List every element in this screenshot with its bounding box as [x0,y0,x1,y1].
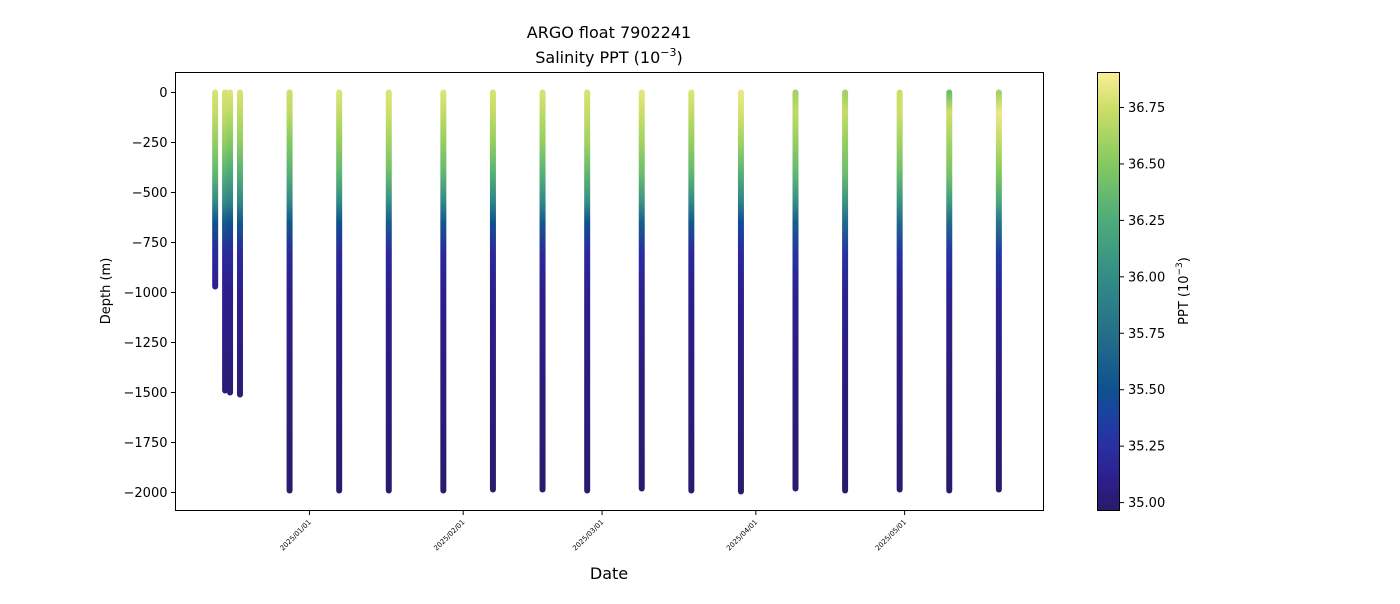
y-tick-label: −1500 [124,386,168,401]
colorbar-label: PPT (10−3) [1175,257,1192,325]
chart-subtitle: Salinity PPT (10−3) [535,46,683,67]
chart-title: ARGO float 7902241 [527,23,691,42]
x-tick-label: 2025/04/01 [725,518,759,552]
colorbar-tick-label: 35.75 [1128,327,1165,342]
y-tick-label: −750 [132,236,168,251]
colorbar-tick-label: 36.25 [1128,214,1165,229]
y-tick-label: −2000 [124,486,168,501]
x-tick-label: 2025/03/01 [571,518,605,552]
x-tick-label: 2025/05/01 [874,518,908,552]
x-axis-label: Date [590,564,628,583]
colorbar-tick-label: 35.00 [1128,496,1165,511]
plot-frame [175,72,1044,511]
y-axis: 0 −250 −500 −750 −1000 −1250 −1500 −1750 −2000 [124,86,176,501]
colorbar-tick-label: 36.00 [1128,270,1165,285]
y-tick-label: −1250 [124,336,168,351]
x-tick-label: 2025/02/01 [432,518,466,552]
colorbar-tick-label: 36.50 [1128,157,1165,172]
y-tick-label: −250 [132,136,168,151]
y-axis-label: Depth (m) [99,258,114,325]
x-tick-label: 2025/01/01 [279,518,313,552]
x-axis: 2025/01/01 2025/02/01 2025/03/01 2025/04/01… [279,510,908,552]
y-tick-label: 0 [159,86,167,101]
y-tick-label: −500 [132,186,168,201]
y-tick-label: −1000 [124,286,168,301]
colorbar [1097,72,1120,511]
colorbar-tick-label: 36.75 [1128,101,1165,116]
colorbar-tick-label: 35.50 [1128,383,1165,398]
y-tick-label: −1750 [124,436,168,451]
colorbar-tick-label: 35.25 [1128,440,1165,455]
profiles-layer [212,89,1002,495]
colorbar-ticks: 35.00 35.25 35.50 35.75 36.00 36.25 36.50 36.75 [1119,101,1165,511]
